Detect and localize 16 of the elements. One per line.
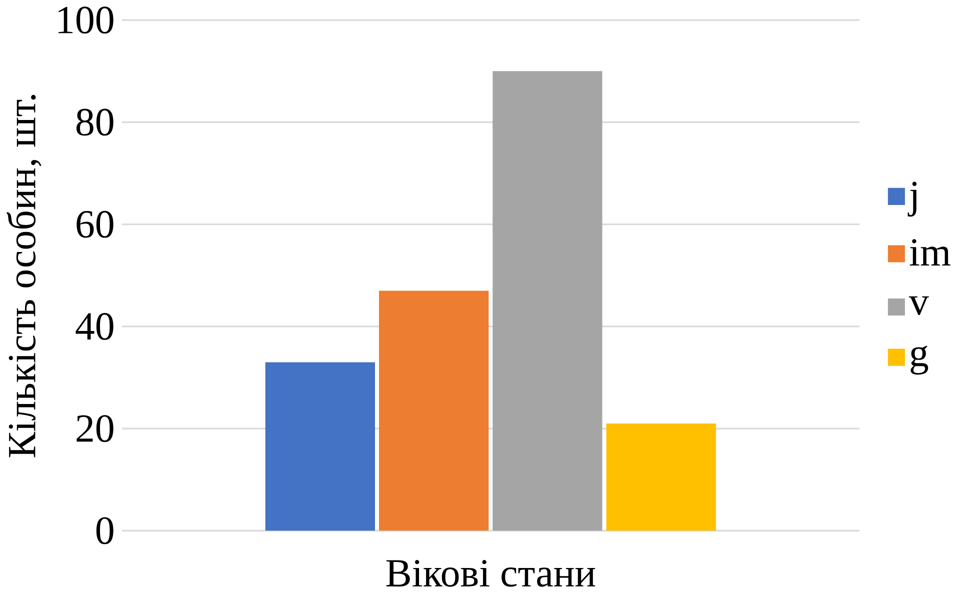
y-tick-label: 0 — [96, 517, 114, 544]
y-tick-label: 20 — [76, 414, 114, 442]
y-tick-label: 80 — [76, 108, 114, 136]
y-tick-label: 40 — [76, 312, 114, 340]
y-tick-label: 100 — [58, 6, 114, 34]
legend-label: v — [908, 296, 929, 315]
y-axis-title: Кількість особин, шт. — [6, 94, 42, 458]
legend-label: g — [910, 345, 928, 374]
bar — [606, 423, 716, 531]
bar — [378, 290, 489, 531]
legend-label: j — [908, 182, 917, 216]
bar — [265, 362, 375, 531]
y-tick-label: 60 — [76, 210, 114, 238]
legend-label: im — [910, 238, 950, 266]
bar — [492, 70, 602, 531]
x-axis-title: Вікові стани — [386, 560, 596, 587]
